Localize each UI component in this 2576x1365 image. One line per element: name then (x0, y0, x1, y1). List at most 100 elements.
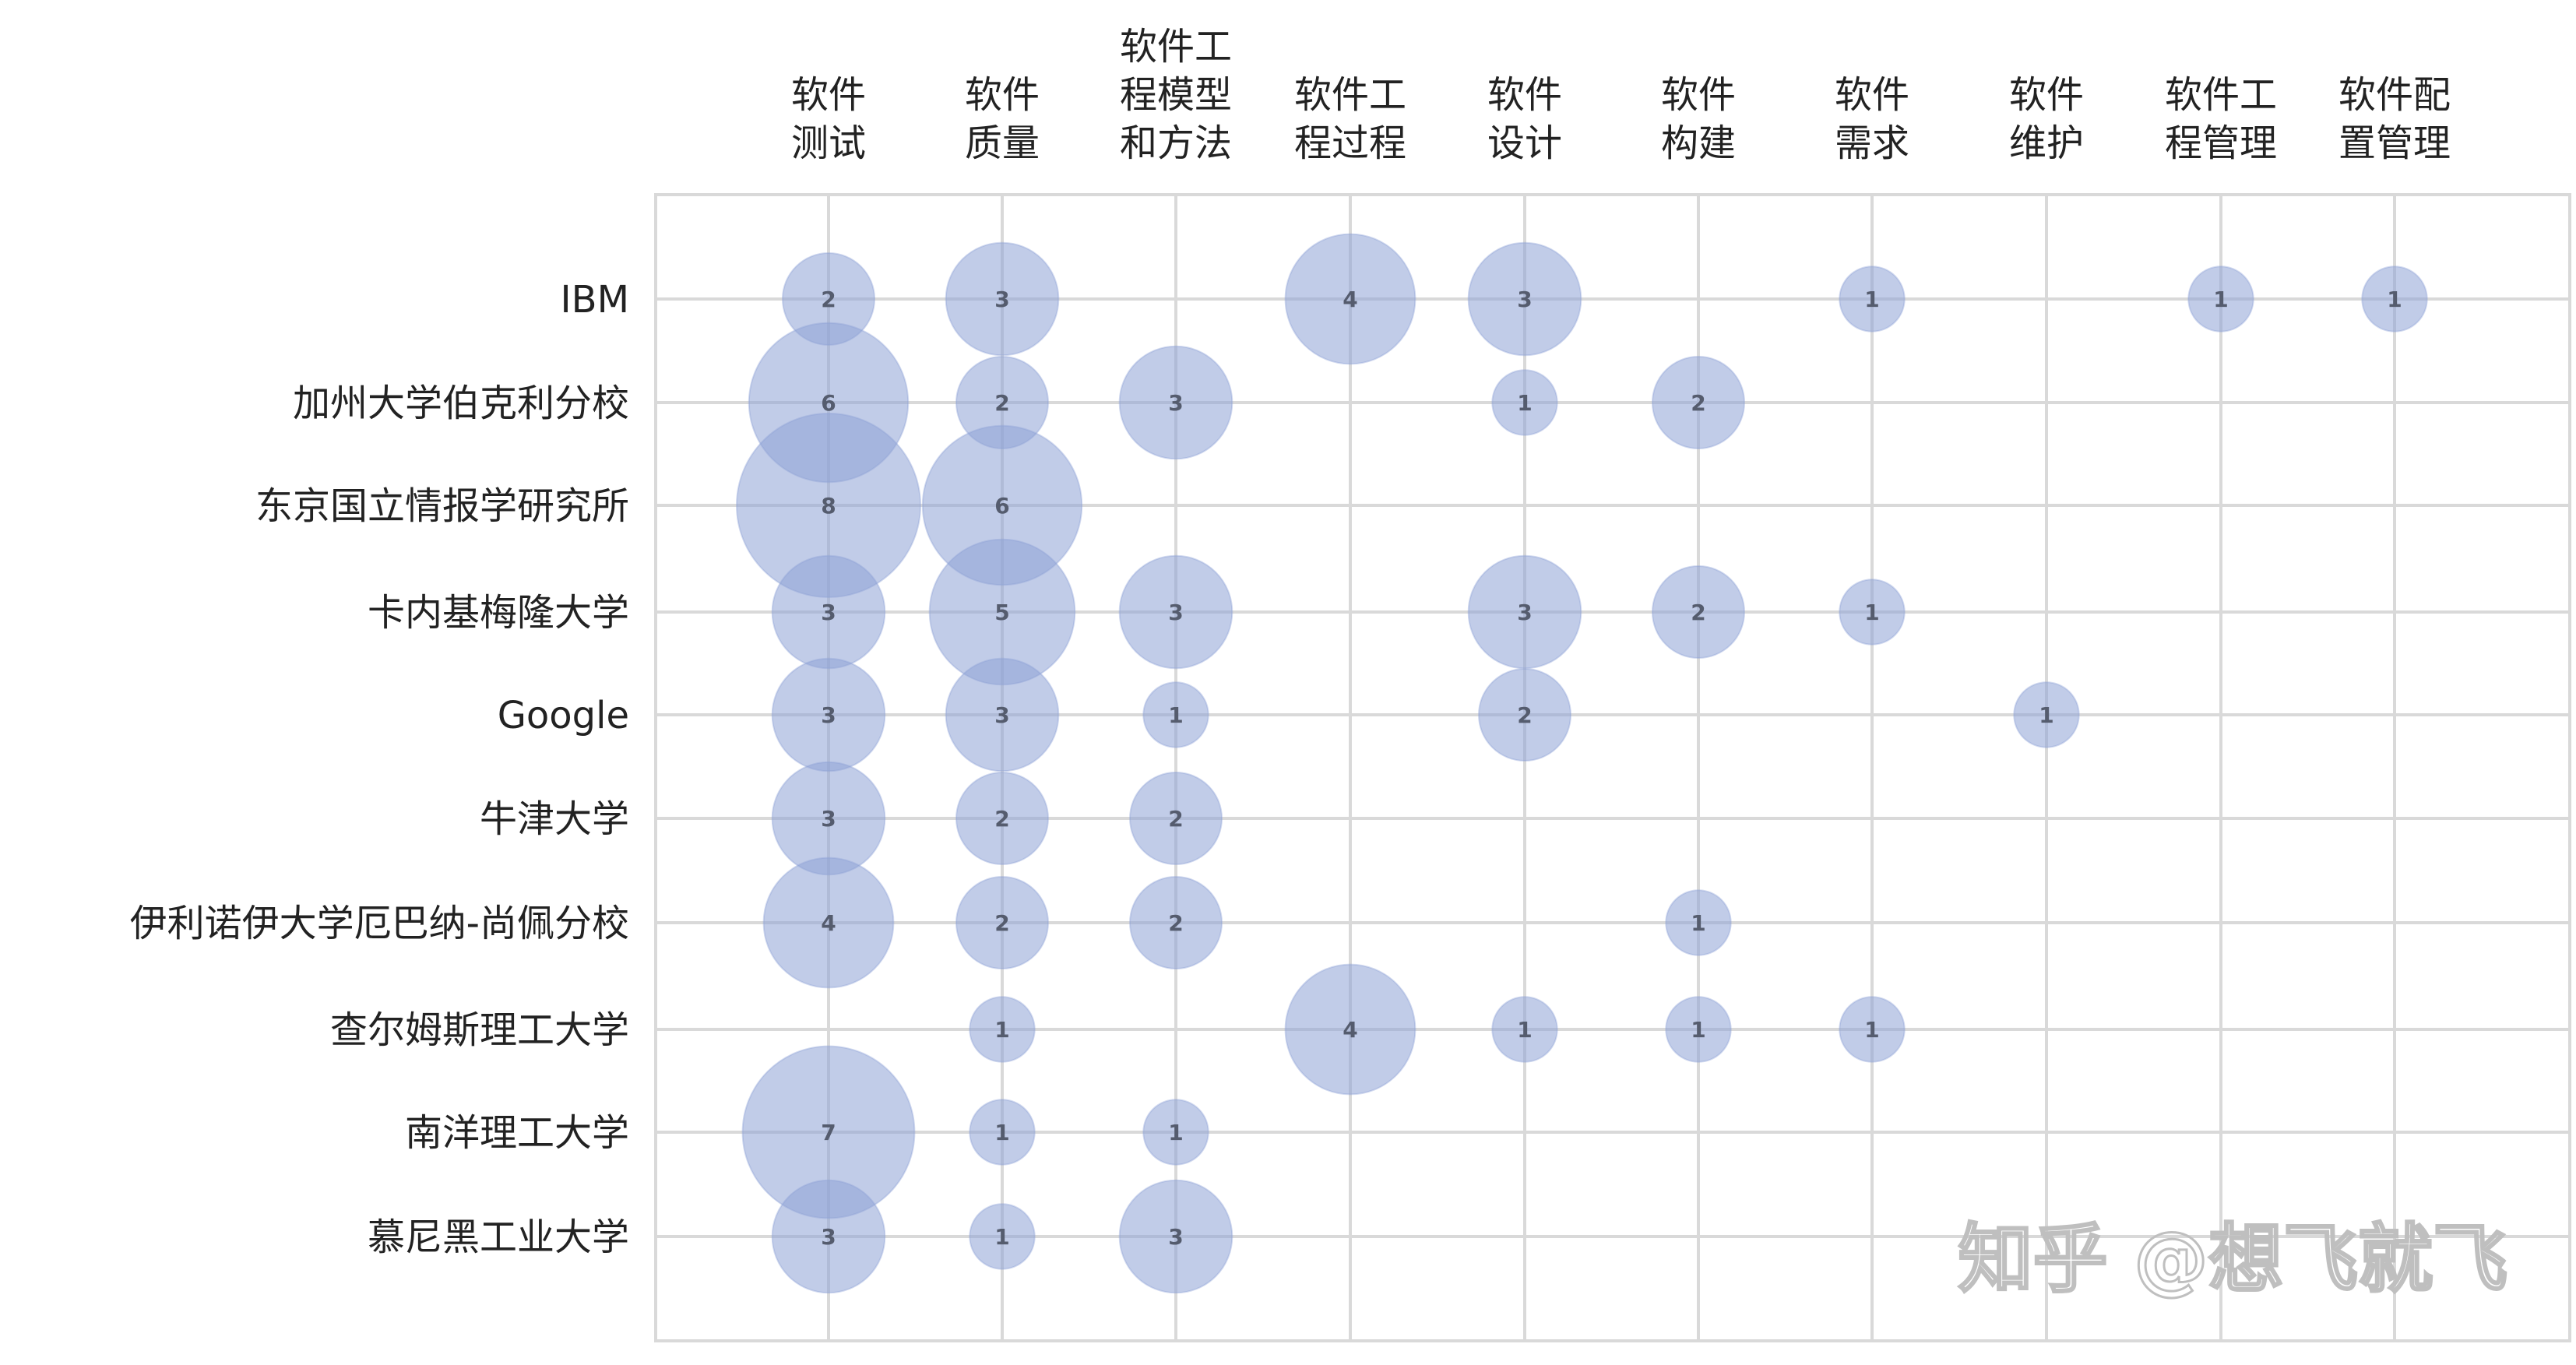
row-label: 加州大学伯克利分校 (293, 382, 629, 425)
bubble (1118, 345, 1233, 460)
column-label: 软件 (965, 73, 1040, 117)
bubble-value-label: 4 (1343, 1017, 1357, 1043)
column-label: 设计 (1487, 121, 1562, 165)
label-layer: 软件测试软件质量软件工程模型和方法软件工程过程软件设计软件构建软件需求软件维护软… (130, 25, 2451, 1259)
bubble-value-label: 3 (821, 600, 836, 625)
watermark: 知乎 @想飞就飞 (1958, 1215, 2507, 1303)
column-label: 需求 (1835, 121, 1909, 165)
column-label: 程管理 (2165, 121, 2277, 165)
bubble-value-label: 1 (994, 1017, 1009, 1043)
bubble (2013, 681, 2080, 748)
bubble-value-label: 1 (2387, 287, 2402, 312)
bubble-value-label: 1 (1168, 1120, 1183, 1145)
column-label: 软件工 (1294, 73, 1406, 117)
bubble (955, 772, 1049, 865)
bubble-value-label: 3 (1168, 600, 1183, 625)
column-label: 软件 (791, 73, 866, 117)
bubble (1142, 681, 1209, 748)
bubble-value-label: 3 (994, 702, 1009, 728)
bubble-value-label: 3 (821, 1224, 836, 1250)
bubble (1478, 668, 1571, 762)
column-label: 测试 (791, 121, 866, 165)
bubble-value-label: 4 (821, 910, 836, 936)
plot-frame (654, 193, 2571, 1342)
column-label: 软件工 (1120, 25, 1232, 69)
bubble (1652, 356, 1745, 449)
bubble-value-label: 6 (994, 493, 1009, 519)
bubble-value-label: 2 (1691, 390, 1705, 416)
row-label: 东京国立情报学研究所 (255, 484, 629, 528)
bubble-value-label: 8 (821, 493, 836, 519)
bubble-value-label: 3 (821, 806, 836, 832)
bubble-value-label: 1 (994, 1224, 1009, 1250)
bubble-value-label: 3 (1168, 390, 1183, 416)
bubble-value-label: 1 (1864, 287, 1879, 312)
bubble (1284, 963, 1416, 1096)
bubble-value-label: 2 (1517, 702, 1532, 728)
bubble (1118, 554, 1233, 670)
column-label: 软件 (1487, 73, 1562, 117)
bubble-value-label: 1 (1864, 600, 1879, 625)
row-label: 伊利诺伊大学厄巴纳-尚佩分校 (130, 902, 629, 945)
bubble-value-label: 1 (994, 1120, 1009, 1145)
bubble-value-label: 2 (821, 287, 836, 312)
bubble (1118, 1179, 1233, 1294)
bubble (1467, 241, 1582, 357)
row-label: 慕尼黑工业大学 (368, 1215, 629, 1259)
bubble (1129, 876, 1223, 969)
bubble-value-label: 1 (1168, 702, 1183, 728)
bubble-value-label: 6 (821, 390, 836, 416)
bubble-value-label: 1 (2039, 702, 2053, 728)
bubble-value-label: 3 (1517, 287, 1532, 312)
bubble-value-label: 3 (994, 287, 1009, 312)
bubble (969, 996, 1036, 1063)
bubble-value-label: 1 (1517, 390, 1532, 416)
column-label: 程模型 (1120, 73, 1232, 117)
bubble-value-label: 1 (1691, 910, 1705, 936)
bubble-value-label: 3 (1168, 1224, 1183, 1250)
column-label: 软件工 (2165, 73, 2277, 117)
column-label: 和方法 (1120, 121, 1232, 165)
row-label: IBM (561, 278, 630, 322)
bubble (1839, 996, 1906, 1063)
bubble-value-label: 7 (821, 1120, 836, 1145)
row-label: 牛津大学 (480, 797, 629, 841)
bubble (1129, 772, 1223, 865)
bubble (1284, 233, 1416, 365)
row-label: Google (498, 694, 629, 737)
bubble-value-label: 1 (2213, 287, 2228, 312)
bubble (1839, 579, 1906, 646)
bubble (762, 857, 895, 989)
column-label: 质量 (965, 121, 1040, 165)
bubble (1665, 889, 1732, 956)
column-label: 软件配 (2338, 73, 2451, 117)
bubble-value-label: 2 (1691, 600, 1705, 625)
column-label: 构建 (1661, 121, 1736, 165)
bubble (1665, 996, 1732, 1063)
bubble (1839, 266, 1906, 332)
bubble-value-label: 2 (1168, 910, 1183, 936)
bubble-value-label: 5 (994, 600, 1009, 625)
bubble (1142, 1099, 1209, 1166)
bubble (945, 241, 1060, 357)
bubble-value-label: 2 (994, 910, 1009, 936)
bubble-value-label: 2 (994, 390, 1009, 416)
bubble (771, 1179, 886, 1294)
row-label: 卡内基梅隆大学 (368, 591, 629, 635)
row-label: 南洋理工大学 (405, 1111, 629, 1155)
column-label: 软件 (1661, 73, 1736, 117)
bubble (1467, 554, 1582, 670)
column-label: 软件 (1835, 73, 1909, 117)
bubble-value-label: 1 (1691, 1017, 1705, 1043)
bubble-value-label: 1 (1864, 1017, 1879, 1043)
bubble (945, 657, 1060, 772)
row-label: 查尔姆斯理工大学 (330, 1008, 629, 1052)
bubble-value-label: 1 (1517, 1017, 1532, 1043)
bubble (2187, 266, 2254, 332)
column-label: 维护 (2009, 121, 2084, 165)
grid-layer (654, 193, 2571, 1342)
bubble-value-label: 4 (1343, 287, 1357, 312)
bubble (2361, 266, 2428, 332)
